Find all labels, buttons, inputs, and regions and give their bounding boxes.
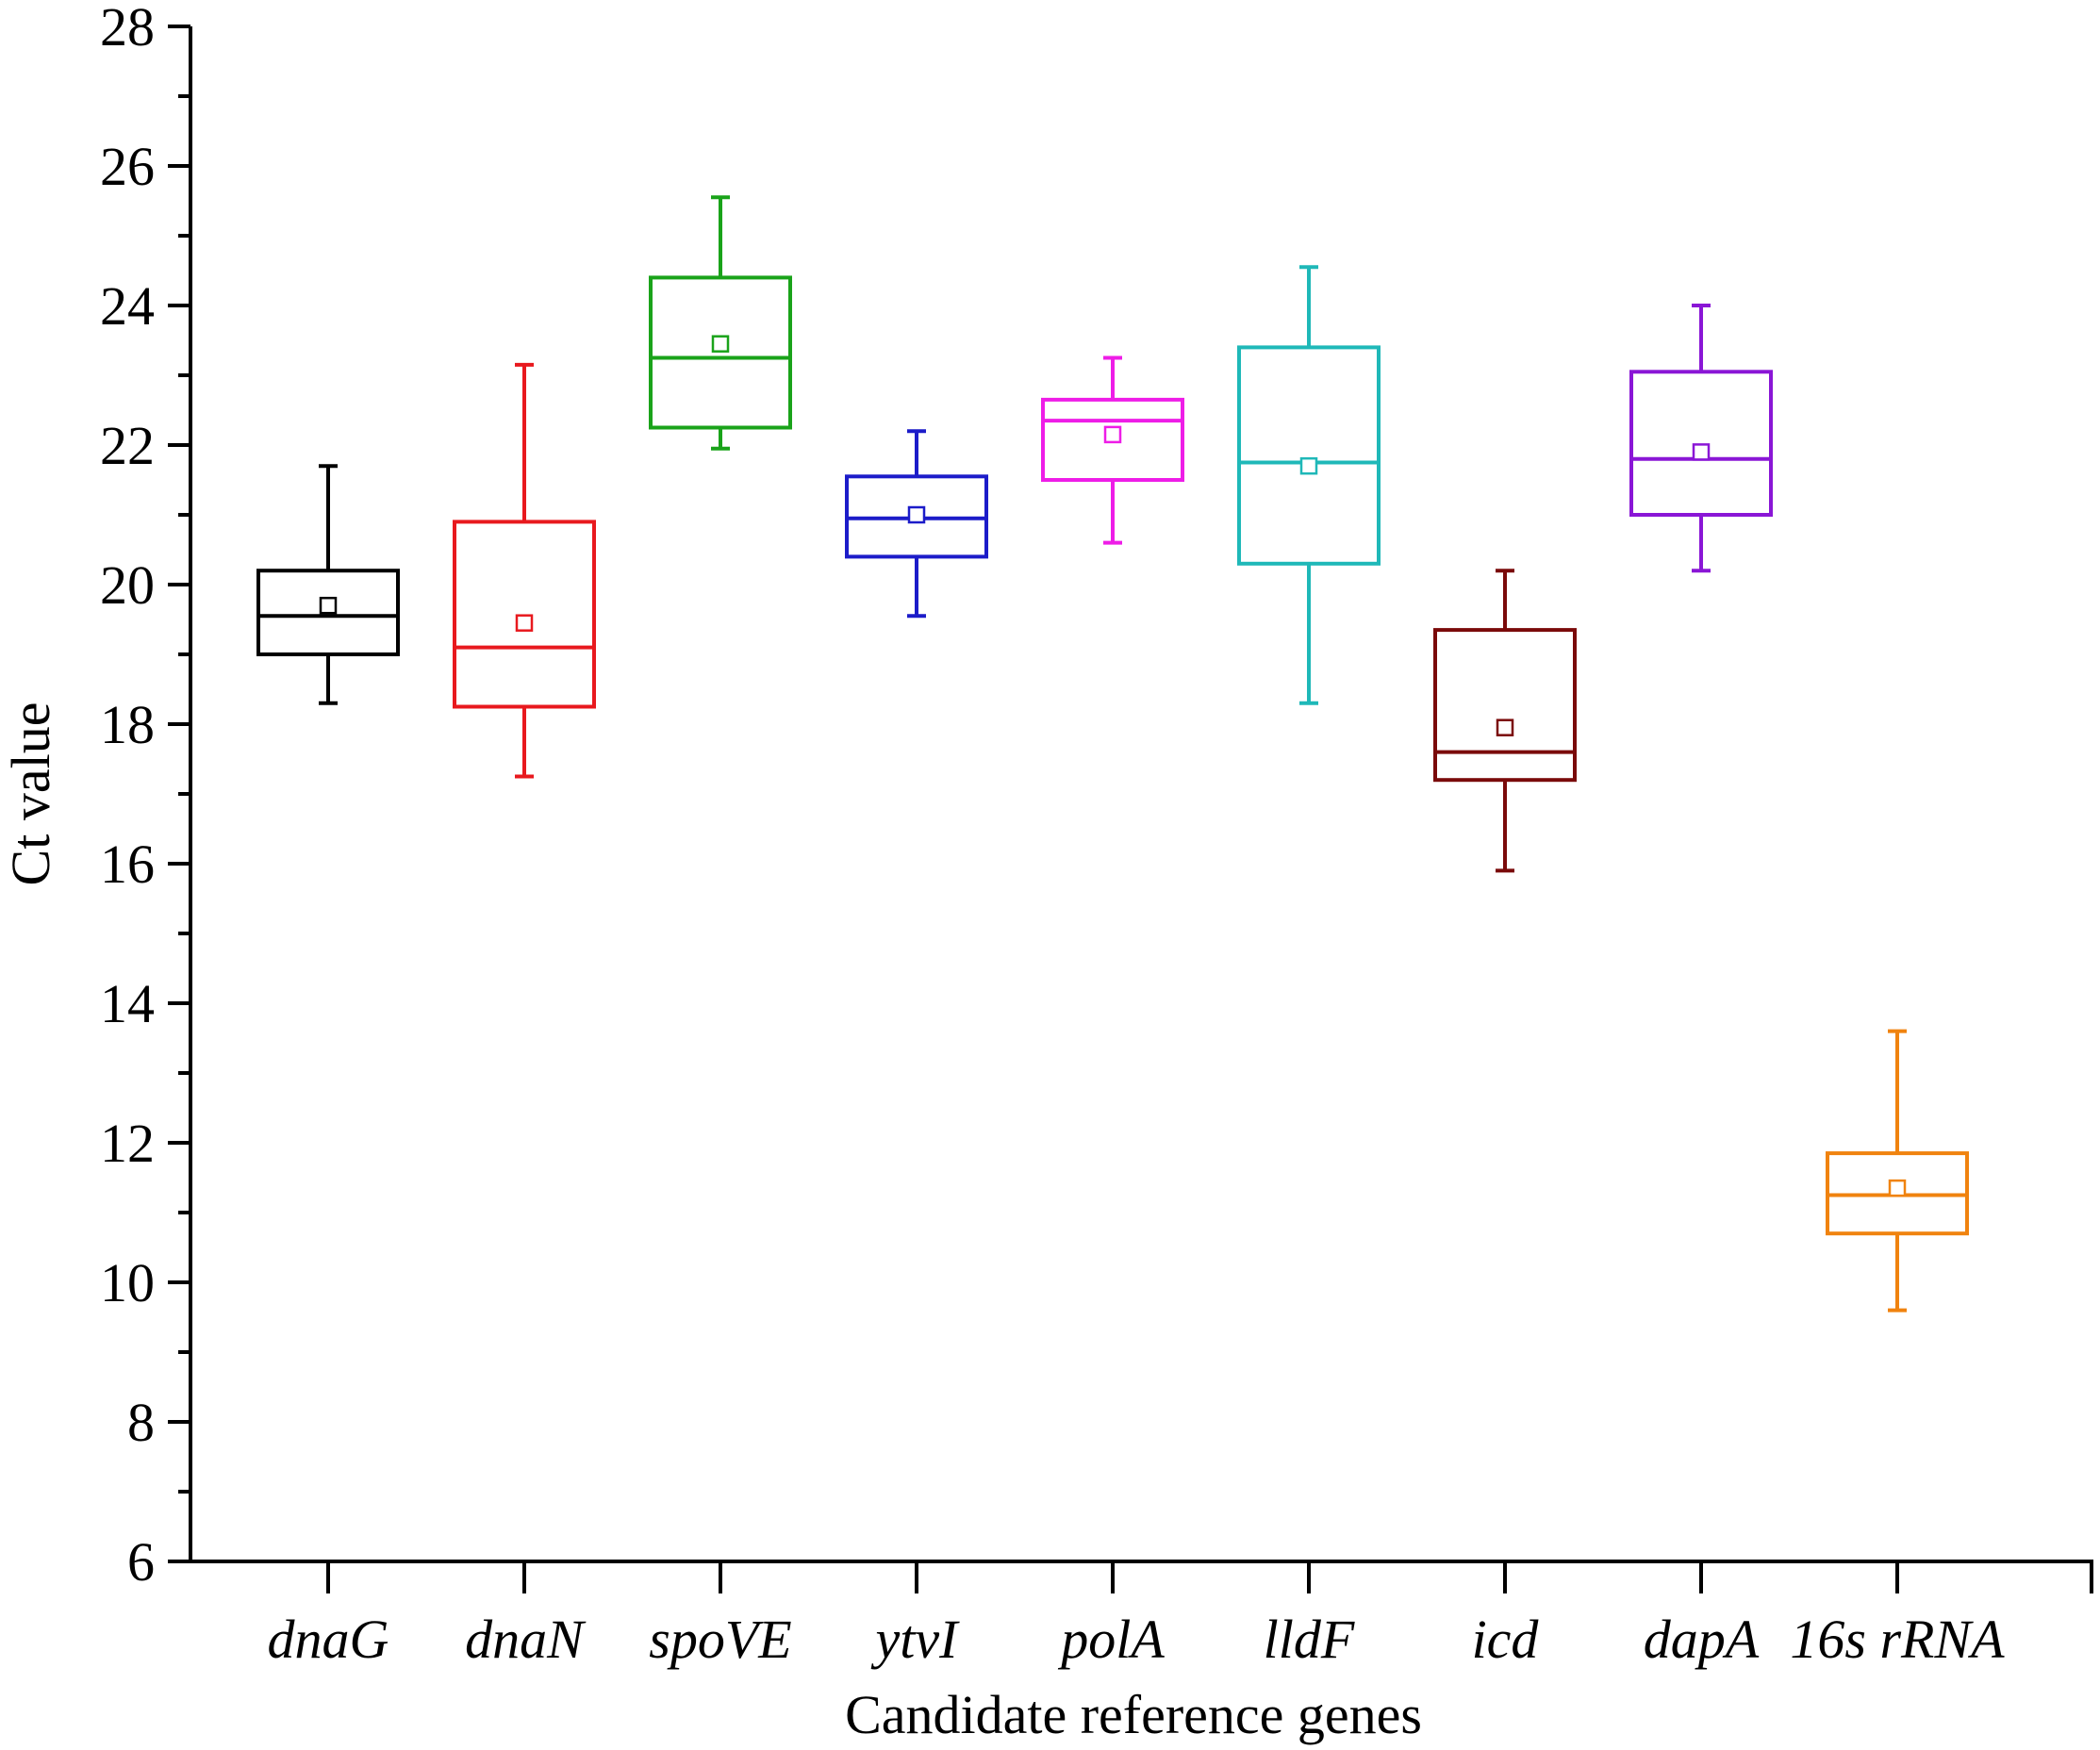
x-category-label: spoVE [649,1609,791,1670]
y-ticks: 6 8 10 12 14 16 18 20 22 24 26 28 [100,0,190,1593]
iqr-box [1041,397,1184,482]
y-tick-label: 12 [100,1113,155,1174]
box-pola [1041,355,1184,545]
y-axis-title: Ct value [0,702,61,886]
iqr-box [1237,345,1381,566]
mean-marker [907,505,926,524]
mean-marker [1103,425,1122,444]
y-tick-label: 24 [100,275,155,337]
x-category-label: dapA [1644,1609,1760,1670]
y-tick-label: 6 [127,1531,155,1593]
iqr-box [453,520,596,709]
box-spove [649,195,792,451]
boxes [256,195,1969,1312]
x-category-label: icd [1472,1609,1540,1670]
y-tick-label: 18 [100,694,155,755]
y-tick-label: 8 [127,1392,155,1453]
box-16s-rrna [1826,1029,1969,1312]
x-category-label: dnaG [268,1609,389,1670]
y-tick-label: 22 [100,415,155,476]
iqr-box [649,275,792,430]
box-dnag [256,464,400,705]
y-tick-label: 16 [100,834,155,895]
x-category-label: dnaN [465,1609,587,1670]
y-tick-label: 10 [100,1252,155,1313]
mean-marker [1299,456,1318,475]
y-tick-label: 26 [100,136,155,197]
box-lldf [1237,265,1381,705]
x-category-label: polA [1057,1609,1165,1670]
iqr-box [1629,370,1773,517]
box-dnan [453,362,596,779]
x-axis-title: Candidate reference genes [845,1684,1422,1745]
y-tick-label: 28 [100,0,155,58]
iqr-box [1433,628,1577,783]
mean-marker [319,596,338,615]
x-category-label: lldF [1264,1609,1355,1670]
box-dapa [1629,304,1773,573]
mean-marker [1888,1179,1907,1197]
iqr-box [256,569,400,657]
x-category-label: 16s rRNA [1790,1609,2005,1670]
box-icd [1433,569,1577,873]
mean-marker [711,335,730,353]
x-ticks: dnaG dnaN spoVE ytvI polA lldF icd dapA 16s rRNA [268,1561,2005,1670]
y-tick-label: 14 [100,973,155,1034]
mean-marker [1496,718,1514,736]
box-ytvi [845,429,988,619]
mean-marker [1692,443,1711,461]
mean-marker [515,614,534,632]
y-tick-label: 20 [100,554,155,616]
x-category-label: ytvI [871,1609,961,1670]
